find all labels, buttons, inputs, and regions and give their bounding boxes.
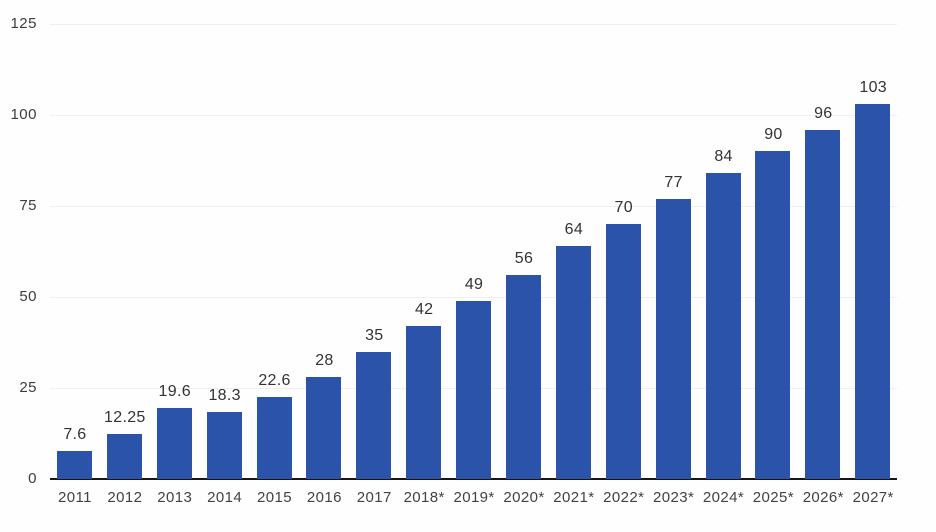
x-tick-label: 2022* bbox=[603, 489, 645, 506]
bar bbox=[356, 352, 392, 479]
bar-value-label: 35 bbox=[365, 327, 384, 344]
bar-group: 7.6 2011 bbox=[50, 24, 100, 506]
bar bbox=[855, 104, 891, 479]
x-tick-label: 2021* bbox=[553, 489, 595, 506]
gridline bbox=[50, 115, 897, 116]
y-tick-label: 25 bbox=[19, 379, 37, 396]
x-tick-label: 2024* bbox=[702, 489, 745, 506]
bar-value-label: 12.25 bbox=[104, 409, 146, 426]
bar bbox=[256, 397, 292, 479]
bar-value-label: 42 bbox=[414, 301, 434, 318]
bar-group: 56 2020* bbox=[499, 24, 549, 506]
bars-row: 7.6 2011 12.25 2012 19.6 2013 18.3 2014 22.6 2015… bbox=[50, 24, 898, 506]
y-tick-label: 125 bbox=[10, 15, 37, 32]
bar-value-label: 96 bbox=[814, 105, 833, 122]
bar bbox=[206, 412, 242, 479]
x-tick-label: 2026* bbox=[802, 489, 844, 506]
bar bbox=[306, 377, 342, 479]
bar-group: 35 2017 bbox=[349, 24, 399, 506]
x-tick-label: 2019* bbox=[453, 489, 495, 506]
bar-value-label: 28 bbox=[315, 352, 334, 369]
bar bbox=[456, 301, 492, 479]
bar-group: 22.6 2015 bbox=[250, 24, 300, 506]
bar-value-label: 56 bbox=[514, 250, 534, 267]
bar bbox=[555, 246, 591, 479]
x-tick-label: 2025* bbox=[752, 489, 795, 506]
bar-value-label: 49 bbox=[464, 276, 484, 293]
bar bbox=[805, 130, 841, 479]
x-tick-label: 2023* bbox=[653, 489, 695, 506]
bar bbox=[156, 408, 192, 479]
bar bbox=[506, 275, 542, 479]
gridline bbox=[50, 206, 897, 207]
bar bbox=[755, 151, 791, 479]
y-tick-label: 0 bbox=[28, 470, 37, 487]
gridline bbox=[50, 297, 897, 298]
bar-value-label: 70 bbox=[614, 199, 633, 216]
y-tick-label: 75 bbox=[19, 197, 37, 214]
bar-value-label: 84 bbox=[714, 148, 733, 165]
bar-group: 96 2026* bbox=[798, 24, 848, 506]
x-tick-label: 2015 bbox=[257, 489, 292, 506]
bar-value-label: 90 bbox=[764, 126, 783, 143]
bar bbox=[406, 326, 442, 479]
gridline bbox=[50, 24, 897, 25]
x-tick-label: 2027* bbox=[852, 489, 894, 506]
x-tick-label: 2013 bbox=[157, 489, 193, 506]
x-tick-label: 2016 bbox=[306, 489, 342, 506]
bar-value-label: 103 bbox=[859, 79, 887, 96]
bar-group: 103 2027* bbox=[848, 24, 898, 506]
bar bbox=[605, 224, 641, 479]
bar-value-label: 7.6 bbox=[63, 426, 87, 443]
bar-group: 19.6 2013 bbox=[150, 24, 200, 506]
bar-group: 70 2022* bbox=[599, 24, 649, 506]
x-tick-label: 2020* bbox=[503, 489, 545, 506]
x-tick-label: 2012 bbox=[107, 489, 143, 506]
bar-group: 84 2024* bbox=[699, 24, 749, 506]
bar-group: 42 2018* bbox=[399, 24, 449, 506]
x-axis-line bbox=[50, 478, 897, 480]
bar bbox=[106, 434, 142, 479]
x-tick-label: 2018* bbox=[403, 489, 445, 506]
bar bbox=[57, 451, 92, 479]
bar-value-label: 19.6 bbox=[158, 383, 191, 400]
bar-value-label: 77 bbox=[664, 174, 683, 191]
x-tick-label: 2017 bbox=[356, 489, 392, 506]
bar-group: 49 2019* bbox=[449, 24, 499, 506]
bar-group: 12.25 2012 bbox=[100, 24, 150, 506]
bar-group: 18.3 2014 bbox=[200, 24, 250, 506]
y-tick-label: 50 bbox=[19, 288, 37, 305]
bar-group: 28 2016 bbox=[299, 24, 349, 506]
bar-group: 77 2023* bbox=[649, 24, 699, 506]
bar bbox=[705, 173, 741, 479]
x-tick-label: 2014 bbox=[207, 489, 243, 506]
bar-group: 64 2021* bbox=[549, 24, 599, 506]
bar-group: 90 2025* bbox=[748, 24, 798, 506]
bar bbox=[655, 199, 691, 479]
bar-value-label: 22.6 bbox=[258, 372, 291, 389]
bar-value-label: 64 bbox=[564, 221, 584, 238]
y-tick-label: 100 bbox=[10, 106, 37, 123]
bar-value-label: 18.3 bbox=[208, 387, 241, 404]
x-tick-label: 2011 bbox=[58, 489, 92, 506]
